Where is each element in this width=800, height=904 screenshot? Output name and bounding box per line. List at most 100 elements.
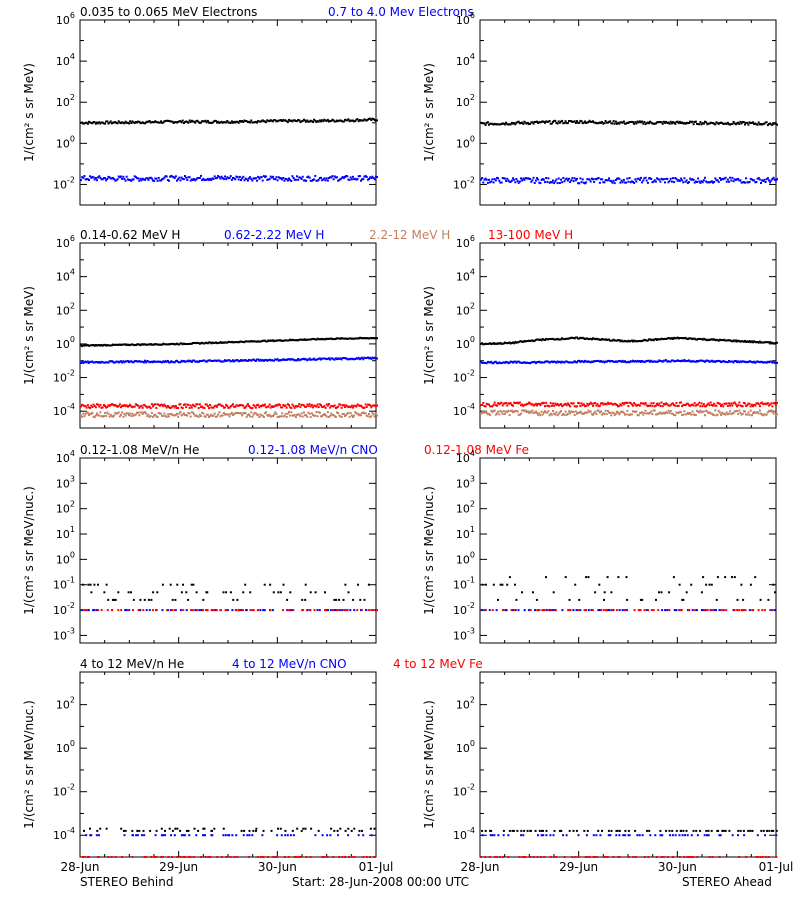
data-point (185, 120, 188, 123)
data-point (497, 410, 500, 413)
data-point (91, 411, 94, 414)
data-point (131, 829, 134, 832)
data-point (204, 178, 207, 181)
data-point (237, 360, 240, 363)
data-point (587, 121, 590, 124)
data-point (526, 410, 529, 413)
data-point (605, 360, 608, 363)
data-point (604, 360, 607, 363)
data-point (308, 176, 311, 179)
data-point (661, 412, 664, 415)
data-point (274, 358, 277, 361)
data-point (93, 416, 96, 419)
data-point (506, 123, 509, 126)
data-point (705, 359, 708, 362)
data-point (523, 403, 526, 406)
data-point (112, 121, 114, 124)
data-point (558, 360, 561, 363)
data-point (305, 414, 308, 417)
data-point (645, 122, 648, 125)
data-point (625, 401, 628, 404)
data-point (219, 360, 222, 363)
data-point (160, 403, 162, 406)
data-point (313, 609, 316, 612)
data-point (747, 181, 750, 184)
data-point (238, 175, 241, 178)
data-point (579, 177, 582, 180)
y-axis-label: 1/(cm² s sr MeV) (22, 286, 36, 385)
data-point (125, 609, 128, 612)
data-point (665, 359, 668, 362)
data-point (124, 343, 127, 346)
data-point (776, 361, 778, 364)
data-point (572, 120, 575, 123)
data-point (83, 856, 86, 858)
data-point (348, 178, 351, 181)
data-point (644, 176, 647, 179)
data-point (713, 181, 716, 183)
data-point (132, 834, 134, 837)
data-point (678, 834, 681, 837)
data-point (600, 410, 602, 413)
data-point (362, 178, 365, 181)
data-point (533, 339, 536, 342)
data-point (595, 337, 598, 340)
data-point (725, 180, 728, 183)
data-point (739, 340, 742, 343)
data-point (117, 405, 120, 408)
data-point (230, 178, 233, 181)
data-point (363, 356, 366, 359)
data-point (766, 402, 769, 405)
y-tick-label: 104 (456, 449, 475, 465)
data-point (693, 414, 696, 416)
data-point (330, 119, 333, 122)
data-point (754, 122, 757, 125)
data-point (674, 404, 677, 407)
data-point (198, 121, 201, 124)
data-point (563, 413, 566, 416)
data-point (328, 357, 330, 360)
data-point (155, 407, 158, 409)
data-point (107, 404, 110, 407)
data-point (624, 360, 626, 363)
data-point (93, 405, 96, 408)
data-point (146, 406, 149, 409)
y-tick-label: 104 (56, 268, 75, 284)
data-point (601, 413, 604, 416)
data-point (105, 344, 108, 347)
data-point (492, 362, 495, 365)
data-point (581, 413, 584, 415)
data-point (554, 413, 557, 416)
data-point (642, 402, 645, 405)
data-point (227, 406, 230, 409)
data-point (373, 356, 376, 359)
data-point (141, 343, 144, 346)
data-point (299, 358, 302, 361)
data-point (520, 404, 522, 407)
data-point (228, 177, 231, 180)
data-point (660, 401, 663, 404)
data-point (606, 359, 609, 362)
data-point (573, 414, 576, 416)
data-point (740, 360, 743, 363)
data-point (643, 412, 646, 414)
data-point (121, 343, 124, 346)
data-point (766, 829, 768, 832)
data-point (683, 122, 686, 124)
data-point (744, 123, 746, 126)
data-point (532, 404, 535, 407)
data-point (281, 339, 284, 342)
data-point (696, 834, 699, 837)
data-point (732, 180, 735, 183)
legend-entry-2-0: 0.12-1.08 MeV/n He (80, 443, 199, 457)
data-point (616, 410, 618, 413)
data-point (173, 121, 176, 124)
data-point (296, 405, 298, 408)
data-point (549, 856, 552, 858)
data-point (268, 413, 271, 416)
data-point (585, 834, 588, 837)
legend-entry-2-1: 0.12-1.08 MeV/n CNO (248, 443, 378, 457)
data-point (225, 591, 228, 594)
data-point (272, 406, 274, 408)
data-point (736, 410, 738, 412)
